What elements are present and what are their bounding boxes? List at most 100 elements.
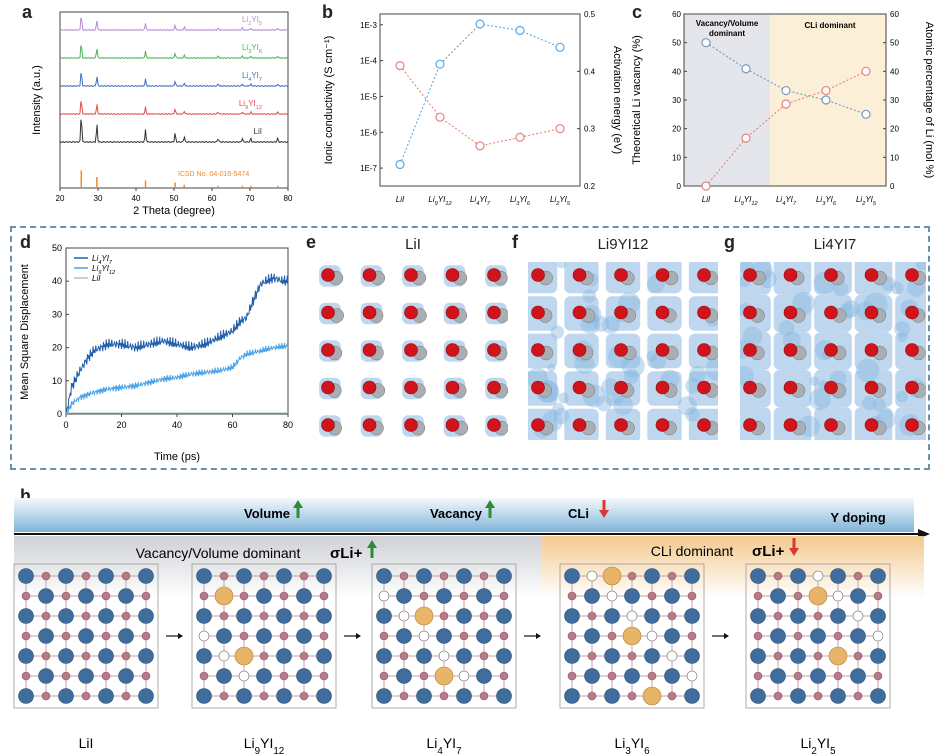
trend-arrow-head: [367, 540, 377, 548]
li-atom: [824, 380, 838, 395]
formula-part: YI: [438, 195, 446, 204]
li-atom: [773, 611, 783, 621]
iodine-atom: [750, 568, 766, 584]
conductivity-series: [395, 19, 565, 170]
panel-letter-b: b: [322, 2, 333, 22]
li-atom: [279, 671, 289, 681]
xrd-x-ticks: 20 30 40 50 60 70 80: [56, 188, 293, 203]
li-vacancy: [198, 630, 210, 642]
iodine-atom: [664, 588, 680, 604]
iodine-atom: [496, 568, 512, 584]
iodine-atom: [644, 648, 660, 664]
xrd-trace-label: Li4YI7: [242, 71, 262, 83]
formula-part: LiI: [396, 195, 405, 204]
iodine-atom: [196, 688, 212, 704]
formula-part: 12: [273, 746, 284, 756]
iodine-atom: [436, 628, 452, 644]
iodine-atom: [376, 688, 392, 704]
conductivity-y-label: Ionic conductivity (S cm⁻¹): [323, 36, 335, 165]
li-atom: [531, 418, 545, 432]
y-atom: [642, 686, 662, 706]
iodine-atom: [810, 628, 826, 644]
conductivity-point: [395, 60, 405, 71]
li-density-blob: [621, 354, 645, 378]
structure-label: LiI: [79, 735, 94, 751]
formula-part: YI: [631, 735, 644, 751]
li-density-blob: [685, 407, 700, 422]
li-vacancy: [606, 590, 618, 602]
conductivity-plot-frame: [379, 13, 581, 187]
formula-part: 7: [793, 201, 797, 207]
formula-part: YI: [519, 195, 527, 204]
li-atom: [439, 691, 449, 701]
li-atom: [743, 418, 757, 432]
formula-part: 5: [567, 201, 571, 207]
iodine-atom: [216, 668, 232, 684]
formula-part: YI: [101, 254, 109, 263]
formula-part: 6: [644, 746, 650, 756]
li-percent-y-tick-label: 10: [890, 153, 899, 162]
formula-part: Li: [550, 195, 556, 204]
vacancy-y-tick-label: 30: [672, 96, 681, 105]
trend-arrow-head: [293, 500, 303, 508]
li-atom: [362, 380, 377, 395]
li-atom: [572, 305, 587, 320]
li-atom: [783, 305, 798, 320]
li-vacancy: [238, 670, 250, 682]
formula-part: 4: [437, 746, 443, 756]
conductivity-point: [475, 141, 485, 151]
conductivity-x-label: Li2YI5: [550, 195, 571, 207]
li-atom: [81, 691, 91, 701]
li-atom: [743, 305, 757, 320]
iodine-atom: [564, 608, 580, 624]
li-percent-y-tick-label: 50: [890, 39, 899, 48]
sigma-down-arrow: [789, 538, 799, 556]
li-density-blob: [552, 402, 565, 416]
iodine-atom: [118, 668, 134, 684]
li-density-blob: [808, 388, 831, 411]
formula-part: 6: [259, 49, 262, 55]
activation-y-tick-label: 0.3: [584, 125, 596, 134]
formula-part: YI: [443, 735, 456, 751]
xrd-trace-label: Li2YI5: [242, 15, 262, 27]
li-atom: [833, 671, 843, 681]
li-vacancy: [378, 590, 390, 602]
li-atom: [321, 268, 335, 282]
li-vacancy: [832, 590, 844, 602]
li-density-blob: [558, 392, 570, 404]
li-atom: [793, 591, 803, 601]
msd-legend-label: Li9YI12: [92, 264, 116, 276]
li-atom: [81, 571, 91, 581]
transition-arrowhead: [178, 633, 183, 639]
li-atom: [567, 591, 577, 601]
msd-legend-label: LiI: [92, 274, 101, 283]
li-atom: [687, 591, 697, 601]
iodine-atom: [316, 568, 332, 584]
li-atom: [753, 631, 763, 641]
li-atom: [121, 571, 131, 581]
lii-density-map: [319, 265, 508, 437]
conductivity-y-tick-label: 1E-7: [360, 164, 377, 173]
volume-label: Volume: [244, 506, 290, 521]
iodine-atom: [564, 688, 580, 704]
conductivity-point: [555, 42, 565, 52]
formula-part: Li: [92, 264, 98, 273]
formula-part: YI: [744, 195, 752, 204]
li-vacancy: [812, 570, 824, 582]
iodine-atom: [496, 608, 512, 624]
li-atom: [41, 651, 51, 661]
formula-part: 9: [245, 105, 248, 111]
li-density-blob: [553, 407, 570, 424]
li-density-blob: [596, 395, 613, 412]
doping-schematic: Y doping Volume Vacancy CLi Vacancy/Volu…: [13, 498, 930, 756]
li-atom: [687, 631, 697, 641]
formula-part: 2: [555, 201, 560, 207]
panel-letter-g: g: [724, 232, 735, 252]
y-atom: [828, 646, 848, 666]
xrd-x-tick-label: 80: [284, 194, 293, 203]
li-atom: [607, 671, 617, 681]
sigma-up-arrow: [367, 540, 377, 558]
li-atom: [81, 611, 91, 621]
